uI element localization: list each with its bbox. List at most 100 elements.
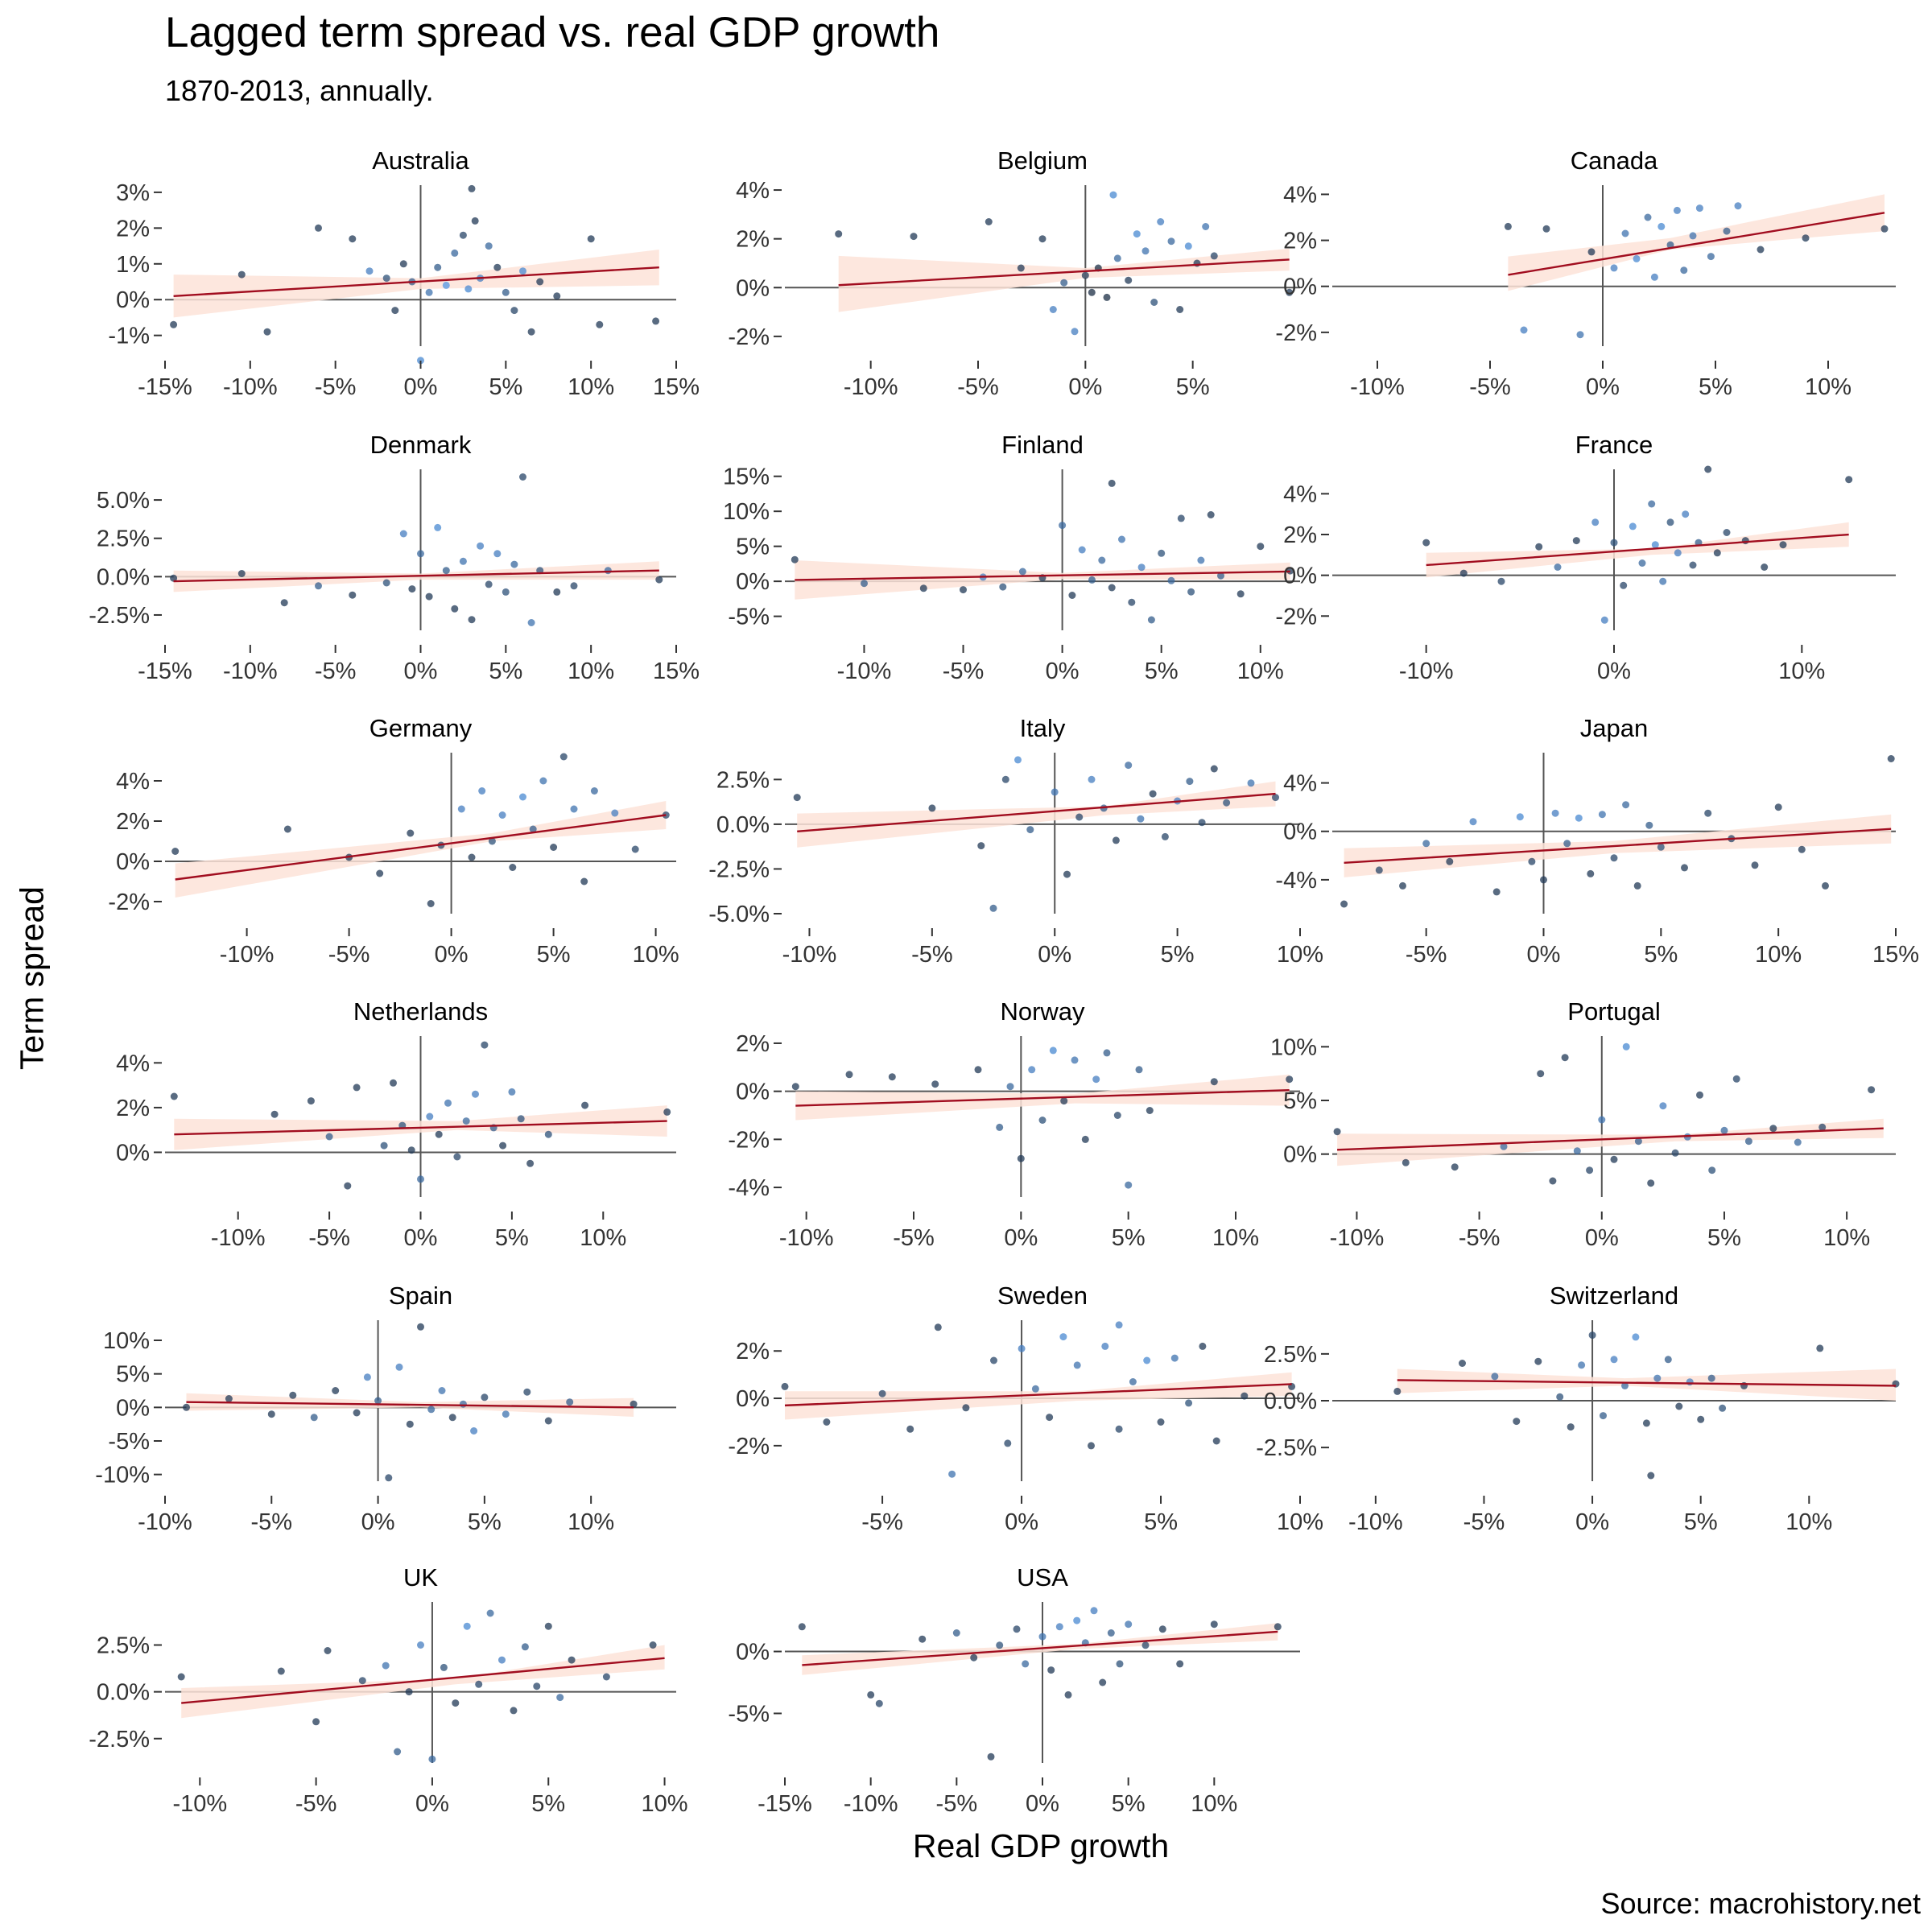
y-tick-label: 2%: [736, 1339, 770, 1364]
y-tick-label: 4%: [1283, 481, 1317, 507]
confidence-band: [1337, 1118, 1884, 1166]
regression-line: [797, 792, 1276, 832]
data-point: [349, 591, 357, 599]
x-tick-label: -5%: [1459, 1225, 1501, 1251]
x-tick-label: -5%: [295, 1791, 337, 1817]
data-point: [417, 1641, 424, 1649]
data-point: [1671, 1149, 1679, 1157]
data-point: [1125, 1620, 1133, 1629]
data-point: [519, 793, 526, 801]
x-tick-label: -5%: [861, 1509, 903, 1535]
y-tick-label: 2.5%: [716, 767, 770, 793]
data-point: [405, 1688, 413, 1696]
y-tick-label: 4%: [116, 769, 150, 795]
regression-line: [784, 1383, 1292, 1407]
data-point: [1588, 1331, 1596, 1340]
data-point: [307, 1097, 315, 1105]
data-point: [502, 288, 510, 296]
data-point: [1868, 1086, 1876, 1094]
data-point: [358, 1677, 366, 1685]
data-point: [1610, 1356, 1618, 1364]
data-point: [529, 825, 537, 833]
data-point: [1645, 821, 1653, 829]
regression-line: [186, 1401, 634, 1409]
panel-denmark: Denmark -2.5% 0.0% 2.5% 5.0% -15% -10% -5% 0% 5% 1…: [89, 431, 700, 684]
data-point: [875, 1699, 883, 1707]
data-point: [363, 1373, 371, 1381]
data-point: [1629, 522, 1637, 530]
data-point: [459, 231, 467, 239]
data-point: [526, 1159, 535, 1167]
data-point: [1563, 840, 1571, 848]
data-point: [791, 555, 799, 564]
data-point: [395, 1363, 403, 1371]
data-point: [315, 582, 322, 590]
x-tick-label: 5%: [1684, 1509, 1718, 1535]
regression-line: [795, 570, 1290, 581]
x-tick-label: 5%: [1145, 658, 1179, 684]
x-tick-label: 10%: [1237, 658, 1284, 684]
data-point: [408, 585, 416, 593]
data-point: [1049, 306, 1057, 313]
data-point: [1757, 246, 1765, 254]
data-point: [652, 317, 660, 325]
y-tick-label: 0%: [736, 275, 770, 301]
data-point: [1157, 1418, 1165, 1426]
x-tick-label: 10%: [568, 1509, 614, 1535]
data-point: [970, 1653, 978, 1662]
y-tick-label: 0%: [1283, 1142, 1317, 1168]
data-point: [1880, 225, 1889, 233]
panel-title: Germany: [369, 714, 473, 742]
data-point: [1798, 845, 1806, 853]
x-tick-label: 5%: [495, 1225, 529, 1251]
data-point: [1696, 1091, 1703, 1099]
data-point: [1622, 801, 1630, 809]
data-point: [1022, 1660, 1030, 1668]
data-point: [488, 837, 496, 845]
data-point: [1186, 778, 1194, 786]
data-point: [493, 550, 502, 558]
x-tick-label: -5%: [251, 1509, 293, 1535]
x-tick-label: 10%: [1212, 1225, 1259, 1251]
data-point: [486, 1609, 494, 1617]
data-point: [1060, 279, 1068, 287]
data-point: [435, 1130, 443, 1138]
x-tick-label: 10%: [633, 942, 679, 968]
data-point: [1769, 1125, 1777, 1133]
data-point: [888, 1073, 896, 1081]
data-point: [390, 1079, 397, 1087]
regression-line: [1397, 1379, 1897, 1387]
data-point: [1210, 1620, 1218, 1629]
data-point: [1055, 1623, 1063, 1631]
x-tick-label: 0%: [404, 1225, 438, 1251]
data-point: [1187, 588, 1195, 596]
y-tick-label: 2%: [736, 227, 770, 253]
data-point: [1682, 510, 1690, 518]
data-point: [382, 1662, 390, 1670]
data-point: [919, 1635, 927, 1643]
regression-line: [1344, 828, 1892, 865]
x-tick-label: 10%: [1823, 1225, 1870, 1251]
data-point: [1103, 1049, 1111, 1057]
x-tick-label: 0%: [404, 658, 438, 684]
data-point: [1537, 1070, 1545, 1078]
data-point: [533, 1682, 541, 1690]
data-point: [1647, 1472, 1655, 1480]
data-point: [550, 844, 558, 851]
data-point: [1513, 1418, 1521, 1426]
data-point: [1088, 1442, 1095, 1450]
data-point: [630, 1400, 638, 1408]
data-point: [1038, 1117, 1046, 1124]
data-point: [399, 260, 407, 268]
data-point: [1141, 247, 1150, 255]
data-point: [1686, 1378, 1694, 1386]
y-tick-label: 10%: [723, 499, 770, 525]
y-tick-label: -4%: [728, 1175, 770, 1201]
data-point: [1014, 756, 1022, 764]
x-tick-label: 10%: [1191, 1791, 1237, 1817]
data-point: [1540, 876, 1547, 884]
panel-canada: Canada -2% 0% 2% 4% -10% -5% 0% 5% 10%: [1275, 147, 1896, 400]
x-tick-label: 0%: [1026, 1791, 1059, 1817]
data-point: [1741, 537, 1749, 545]
data-point: [1018, 568, 1026, 576]
